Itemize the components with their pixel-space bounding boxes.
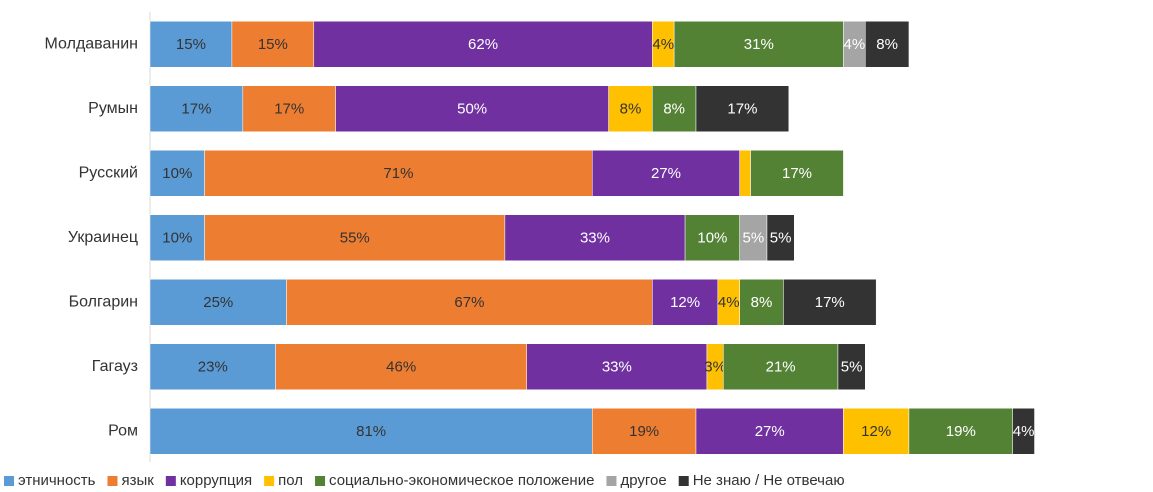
legend-swatch bbox=[315, 476, 326, 486]
legend-swatch bbox=[4, 476, 14, 486]
data-label: 81% bbox=[356, 423, 386, 440]
bar-segment bbox=[149, 214, 205, 261]
bar-segment bbox=[231, 21, 315, 68]
data-label: 62% bbox=[468, 36, 498, 53]
bar-segment bbox=[684, 214, 740, 261]
bar-segment bbox=[608, 85, 653, 132]
bar-segment bbox=[204, 214, 506, 261]
legend-label: Не знаю / Не отвечаю bbox=[693, 472, 845, 489]
legend-swatch bbox=[165, 476, 176, 486]
legend-swatch bbox=[264, 476, 275, 486]
data-label: 19% bbox=[629, 423, 659, 440]
data-label: 4% bbox=[652, 36, 674, 53]
bar-segment bbox=[149, 408, 593, 455]
data-label: 4% bbox=[843, 36, 865, 53]
data-label: 17% bbox=[782, 165, 812, 182]
data-label: 10% bbox=[162, 165, 192, 182]
bar-segment bbox=[204, 150, 593, 197]
legend-label: этничность bbox=[18, 472, 96, 489]
data-label: 27% bbox=[651, 165, 681, 182]
bar-segment bbox=[1012, 408, 1035, 455]
data-label: 31% bbox=[744, 36, 774, 53]
data-label: 46% bbox=[386, 359, 416, 376]
data-label: 19% bbox=[946, 423, 976, 440]
bar-segment bbox=[526, 343, 708, 390]
data-label: 21% bbox=[766, 359, 796, 376]
data-label: 27% bbox=[755, 423, 785, 440]
data-label: 8% bbox=[876, 36, 898, 53]
data-label: 67% bbox=[454, 294, 484, 311]
legend-label: коррупция bbox=[180, 472, 252, 489]
bar-segment bbox=[865, 21, 910, 68]
data-label: 71% bbox=[383, 165, 413, 182]
data-label: 55% bbox=[340, 230, 370, 247]
legend-label: пол bbox=[278, 472, 303, 489]
bar-segment bbox=[766, 214, 795, 261]
bar-segment bbox=[286, 279, 653, 326]
data-label: 17% bbox=[815, 294, 845, 311]
bar-segment bbox=[504, 214, 686, 261]
category-label: Болгарин bbox=[69, 293, 138, 310]
data-label: 8% bbox=[620, 101, 642, 118]
data-label: 17% bbox=[181, 101, 211, 118]
category-label: Русский bbox=[79, 164, 138, 181]
data-label: 17% bbox=[727, 101, 757, 118]
legend-swatch bbox=[107, 476, 118, 486]
data-label: 25% bbox=[203, 294, 233, 311]
data-label: 23% bbox=[198, 359, 228, 376]
bar-segment bbox=[149, 343, 276, 390]
data-label: 10% bbox=[697, 230, 727, 247]
bar-segment bbox=[149, 21, 233, 68]
category-label: Украинец bbox=[68, 229, 138, 246]
data-label: 12% bbox=[670, 294, 700, 311]
category-label: Молдаванин bbox=[45, 35, 138, 52]
category-label: Ром bbox=[108, 422, 138, 439]
bar-segment bbox=[335, 85, 609, 132]
bar-segment bbox=[673, 21, 844, 68]
bar-segment bbox=[149, 279, 287, 326]
data-label: 33% bbox=[580, 230, 610, 247]
bar-segment bbox=[592, 150, 740, 197]
bar-segment bbox=[592, 408, 697, 455]
data-label: 10% bbox=[162, 230, 192, 247]
data-label: 5% bbox=[770, 230, 792, 247]
legend-label: другое bbox=[620, 472, 666, 489]
bar-segment bbox=[242, 85, 336, 132]
bar-segment bbox=[149, 150, 205, 197]
data-label: 4% bbox=[718, 294, 740, 311]
data-label: 3% bbox=[704, 359, 726, 376]
bar-segment bbox=[739, 150, 751, 197]
bar-segment bbox=[695, 85, 790, 132]
data-label: 50% bbox=[457, 101, 487, 118]
legend-label: язык bbox=[121, 472, 154, 489]
bar-segment bbox=[843, 408, 910, 455]
data-label: 17% bbox=[274, 101, 304, 118]
bar-segment bbox=[313, 21, 653, 68]
bar-segment bbox=[652, 279, 719, 326]
bar-segment bbox=[908, 408, 1013, 455]
bar-segment bbox=[783, 279, 877, 326]
bar-segment bbox=[739, 214, 768, 261]
bar-segment bbox=[739, 279, 784, 326]
bar-segment bbox=[750, 150, 844, 197]
data-label: 15% bbox=[176, 36, 206, 53]
data-label: 12% bbox=[861, 423, 891, 440]
bar-segment bbox=[275, 343, 527, 390]
data-label: 4% bbox=[1013, 423, 1035, 440]
data-label: 5% bbox=[742, 230, 764, 247]
category-label: Гагауз bbox=[92, 358, 138, 375]
category-label: Румын bbox=[88, 100, 138, 117]
bar-segment bbox=[695, 408, 844, 455]
bar-segment bbox=[149, 85, 244, 132]
legend-swatch bbox=[606, 476, 617, 486]
data-label: 8% bbox=[663, 101, 685, 118]
data-label: 8% bbox=[751, 294, 773, 311]
legend-label: социально-экономическое положение bbox=[329, 472, 594, 489]
data-label: 33% bbox=[602, 359, 632, 376]
data-label: 5% bbox=[841, 359, 863, 376]
legend-swatch bbox=[678, 476, 689, 486]
bar-segment bbox=[837, 343, 866, 390]
data-label: 15% bbox=[258, 36, 288, 53]
